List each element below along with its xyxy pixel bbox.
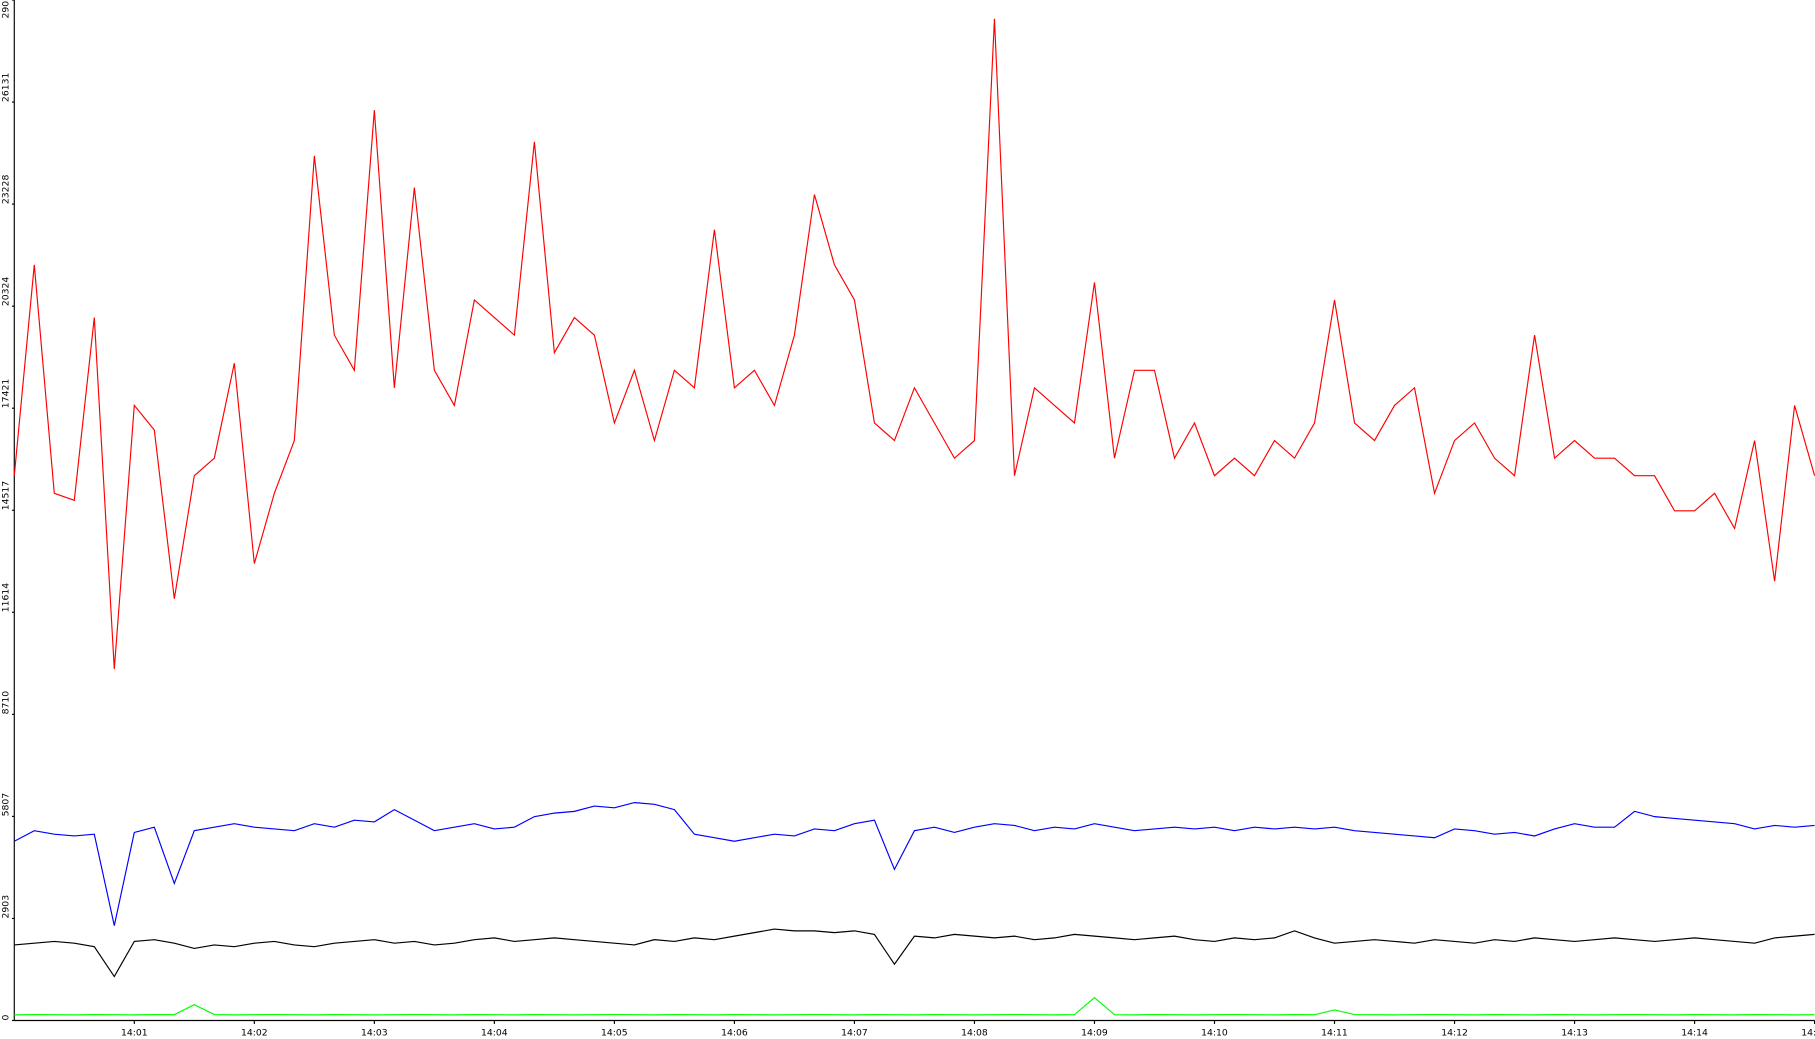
- y-tick-label: 14517: [0, 481, 11, 511]
- x-tick-label: 14:12: [1441, 1028, 1468, 1039]
- y-tick-label: 23228: [0, 175, 11, 205]
- y-tick-label: 17421: [0, 379, 11, 409]
- y-tick-label: 20324: [0, 277, 11, 307]
- x-tick-label: 14:05: [601, 1028, 628, 1039]
- x-tick-label: 14:08: [961, 1028, 988, 1039]
- series-line: [14, 801, 1815, 926]
- y-tick-label: 0: [0, 1014, 11, 1020]
- x-tick-label: 14:01: [121, 1028, 148, 1039]
- x-tick-label: 14:15: [1801, 1028, 1815, 1039]
- y-tick-label: 5807: [0, 793, 11, 817]
- x-tick-label: 14:13: [1561, 1028, 1588, 1039]
- x-tick-label: 14:11: [1321, 1028, 1348, 1039]
- x-tick-label: 14:04: [481, 1028, 508, 1039]
- x-tick-label: 14:03: [361, 1028, 388, 1039]
- x-tick-label: 14:07: [841, 1028, 868, 1039]
- x-tick-label: 14:10: [1201, 1028, 1228, 1039]
- y-tick-label: 2903: [0, 895, 11, 919]
- y-tick-label: 29035: [0, 0, 11, 19]
- series-line: [14, 996, 1815, 1016]
- series-line: [14, 928, 1815, 978]
- x-tick-label: 14:02: [241, 1028, 268, 1039]
- y-tick-label: 8710: [0, 691, 11, 715]
- y-tick-label: 11614: [0, 583, 11, 613]
- x-tick-label: 14:14: [1681, 1028, 1708, 1039]
- y-tick-label: 26131: [0, 73, 11, 103]
- series-line: [13, 18, 1815, 670]
- x-tick-label: 14:06: [721, 1028, 748, 1039]
- x-tick-label: 14:09: [1081, 1028, 1108, 1039]
